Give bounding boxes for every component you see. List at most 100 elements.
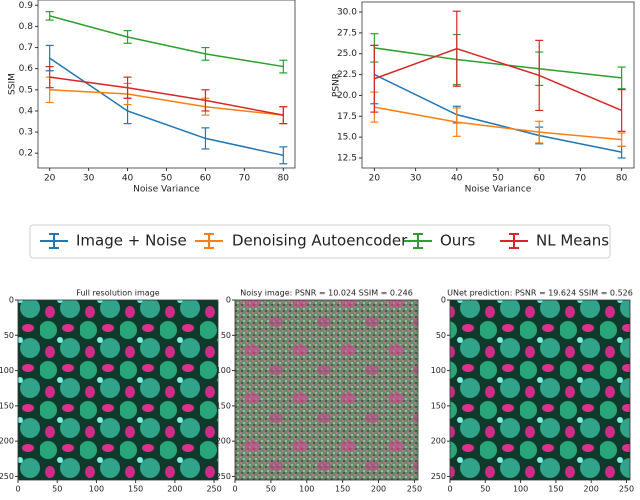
- y-tick-label: 20.0: [337, 91, 357, 101]
- y-tick-label: 100: [431, 366, 446, 375]
- error-bar: [617, 66, 626, 90]
- x-tick-label: 70: [575, 174, 587, 184]
- legend-symbol: [500, 233, 528, 249]
- y-tick-label: 0.9: [19, 1, 34, 11]
- error-bar: [201, 127, 210, 150]
- image-title: UNet prediction: PSNR = 19.624 SSIM = 0.…: [447, 289, 633, 298]
- x-tick-label: 70: [239, 174, 251, 184]
- y-tick-label: 50: [4, 331, 14, 340]
- y-tick-label: 150: [216, 401, 231, 410]
- x-tick-label: 0: [15, 485, 20, 494]
- series-line: [374, 47, 622, 79]
- series-line: [49, 15, 284, 68]
- error-bar: [201, 89, 210, 112]
- x-tick-label: 40: [451, 174, 463, 184]
- y-tick-label: 0: [441, 296, 446, 305]
- x-tick-label: 150: [548, 485, 563, 494]
- x-tick-label: 250: [407, 485, 422, 494]
- x-tick-label: 60: [200, 174, 212, 184]
- y-tick-label: 50: [436, 331, 446, 340]
- plot-frame: [361, 1, 635, 169]
- image-frame: [17, 299, 219, 481]
- legend-label: Ours: [440, 232, 475, 250]
- x-axis-label: Noise Variance: [133, 185, 200, 195]
- x-tick-label: 50: [480, 485, 490, 494]
- y-tick-label: 0.2: [19, 149, 33, 159]
- y-tick-label: 27.5: [337, 28, 357, 38]
- error-bar: [45, 65, 54, 89]
- x-tick-label: 200: [167, 485, 182, 494]
- y-tick-label: 0.6: [19, 64, 34, 74]
- legend: Image + Noise Denoising Autoencoder Ours NL…: [29, 224, 611, 259]
- x-tick-label: 30: [83, 174, 95, 184]
- error-bar: [617, 88, 626, 132]
- y-tick-label: 100: [216, 366, 231, 375]
- y-tick-label: 0.8: [19, 22, 34, 32]
- y-tick-label: 0.4: [19, 106, 34, 116]
- x-tick-label: 30: [410, 174, 422, 184]
- y-tick-label: 200: [216, 437, 231, 446]
- y-tick-label: 200: [0, 437, 14, 446]
- x-tick-label: 50: [161, 174, 173, 184]
- series-line: [374, 47, 622, 112]
- error-bar: [45, 11, 54, 21]
- legend-symbol: [195, 233, 223, 249]
- x-tick-label: 40: [122, 174, 134, 184]
- x-tick-label: 0: [447, 485, 452, 494]
- series-line: [49, 89, 284, 116]
- plot-frame: [37, 0, 296, 169]
- x-tick-label: 0: [232, 485, 237, 494]
- y-axis-label: PSNR: [332, 73, 342, 97]
- legend-frame: [29, 224, 611, 259]
- y-tick-label: 150: [431, 401, 446, 410]
- legend-symbol: [404, 233, 432, 249]
- error-bar: [123, 76, 132, 99]
- y-axis-label: SSIM: [8, 73, 18, 95]
- y-tick-label: 250: [0, 472, 14, 481]
- error-bar: [279, 146, 288, 165]
- x-tick-label: 200: [371, 485, 386, 494]
- legend-label: Denoising Autoencoder: [232, 232, 408, 250]
- x-tick-label: 100: [299, 485, 314, 494]
- y-tick-label: 17.5: [337, 112, 357, 122]
- y-tick-label: 0: [226, 296, 231, 305]
- error-bar: [279, 59, 288, 74]
- y-tick-label: 22.5: [337, 70, 357, 80]
- x-tick-label: 60: [533, 174, 545, 184]
- x-tick-label: 150: [128, 485, 143, 494]
- y-tick-label: 50: [221, 331, 231, 340]
- x-tick-label: 250: [206, 485, 221, 494]
- x-tick-label: 50: [266, 485, 276, 494]
- y-tick-label: 200: [431, 437, 446, 446]
- image-title: Full resolution image: [76, 289, 159, 298]
- y-tick-label: 25.0: [337, 49, 357, 59]
- error-bar: [279, 106, 288, 125]
- x-tick-label: 50: [52, 485, 62, 494]
- y-tick-label: 250: [431, 472, 446, 481]
- error-bar: [370, 44, 379, 113]
- image: [18, 300, 218, 480]
- legend-label: Image + Noise: [76, 232, 187, 250]
- image-title: Noisy image: PSNR = 10.024 SSIM = 0.246: [240, 289, 413, 298]
- series-line: [374, 73, 622, 153]
- y-tick-label: 250: [216, 472, 231, 481]
- y-tick-label: 0.3: [19, 128, 33, 138]
- x-tick-label: 80: [616, 174, 628, 184]
- error-bar: [123, 30, 132, 44]
- image: [450, 300, 630, 480]
- legend-symbol: [40, 233, 68, 249]
- image: [235, 300, 418, 480]
- error-bar: [201, 46, 210, 61]
- series-line: [49, 57, 284, 157]
- x-tick-label: 80: [278, 174, 290, 184]
- image-frame: [234, 299, 419, 481]
- error-bar: [617, 132, 626, 147]
- error-bar: [535, 39, 544, 112]
- error-bar: [535, 120, 544, 144]
- y-tick-label: 30.0: [337, 8, 357, 18]
- y-tick-label: 0.7: [19, 43, 33, 53]
- image-frame: [449, 299, 631, 481]
- error-bar: [452, 10, 461, 87]
- x-tick-label: 20: [369, 174, 381, 184]
